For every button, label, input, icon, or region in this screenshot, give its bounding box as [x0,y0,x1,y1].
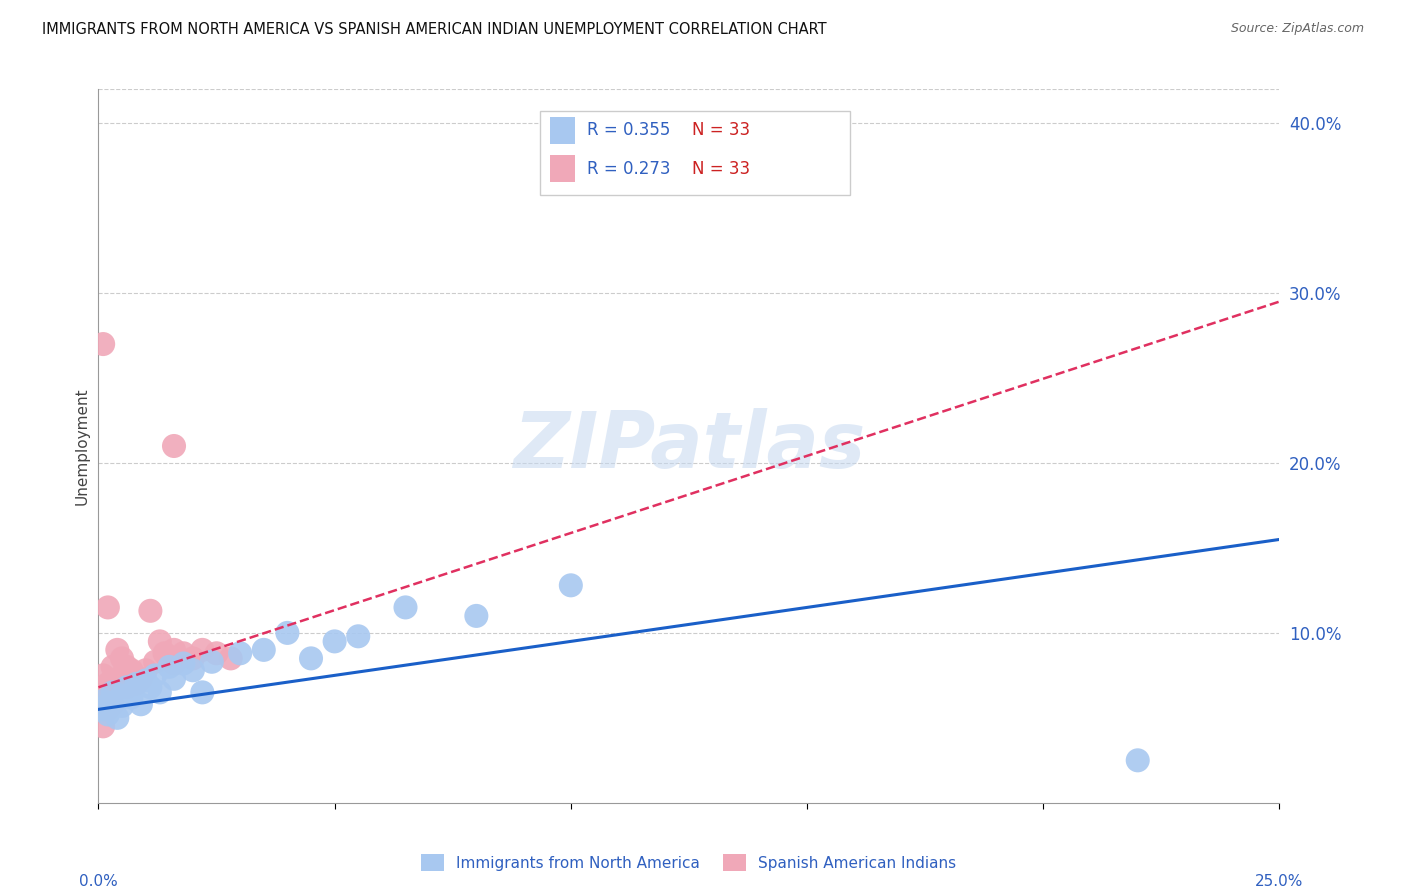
Point [465,608,488,623]
Point [101,698,124,712]
Point [101,680,124,694]
Point [115,660,138,674]
Point [143,668,166,682]
Point [129,698,152,712]
Text: R = 0.355: R = 0.355 [586,121,669,139]
Point [111,651,134,665]
Point [105,673,128,688]
Text: N = 33: N = 33 [692,160,751,178]
Point [101,660,124,674]
Point [347,629,370,643]
Text: IMMIGRANTS FROM NORTH AMERICA VS SPANISH AMERICAN INDIAN UNEMPLOYMENT CORRELATIO: IMMIGRANTS FROM NORTH AMERICA VS SPANISH… [42,22,827,37]
Point [163,439,186,453]
Point [157,660,180,674]
Point [229,646,252,660]
Point [143,655,166,669]
Point [125,677,148,691]
Point [91,702,114,716]
Point [135,663,157,677]
Point [219,651,242,665]
Point [163,672,186,686]
Point [115,680,138,694]
Point [135,673,157,688]
Point [125,677,148,691]
Point [323,634,346,648]
Point [157,651,180,665]
Point [191,685,214,699]
Point [121,663,143,677]
Text: Source: ZipAtlas.com: Source: ZipAtlas.com [1230,22,1364,36]
Y-axis label: Unemployment: Unemployment [75,387,90,505]
Point [560,578,582,592]
Text: 25.0%: 25.0% [1256,874,1303,889]
Point [139,680,162,694]
Point [163,657,186,671]
Point [153,646,176,660]
Point [91,690,114,705]
Point [97,600,120,615]
Text: R = 0.273: R = 0.273 [586,160,671,178]
Point [91,719,114,733]
Point [105,643,128,657]
Point [139,604,162,618]
Text: 0.0%: 0.0% [79,874,118,889]
Point [299,651,322,665]
Point [105,711,128,725]
Point [149,685,172,699]
Point [253,643,276,657]
Point [97,707,120,722]
Point [105,694,128,708]
Point [111,689,134,703]
Point [191,643,214,657]
Text: ZIPatlas: ZIPatlas [513,408,865,484]
Point [172,646,194,660]
Point [111,698,134,713]
Point [97,677,120,691]
Point [91,668,114,682]
Point [1126,753,1149,767]
Point [91,694,114,708]
Point [181,663,204,677]
Point [91,337,114,351]
Point [121,690,143,705]
Point [394,600,416,615]
Point [129,672,152,686]
Point [101,685,124,699]
Point [205,646,228,660]
Point [181,651,204,665]
Point [163,643,186,657]
Point [115,680,138,694]
Point [201,655,224,669]
Point [276,626,298,640]
Legend: Immigrants from North America, Spanish American Indians: Immigrants from North America, Spanish A… [415,848,963,877]
Point [172,657,194,671]
Point [97,702,120,716]
Text: N = 33: N = 33 [692,121,751,139]
Point [97,698,120,712]
Point [111,668,134,682]
Point [149,634,172,648]
